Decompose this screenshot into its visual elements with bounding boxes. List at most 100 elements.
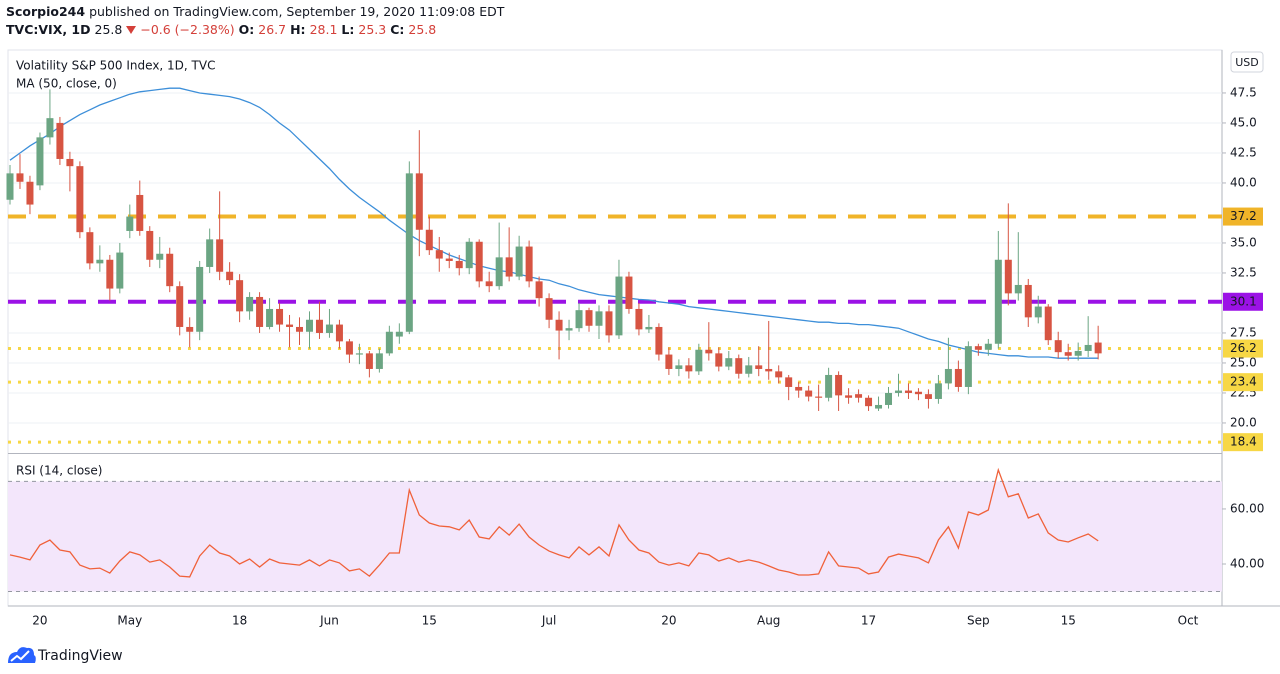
- candle-body: [735, 358, 743, 374]
- x-tick-label: Aug: [757, 614, 780, 628]
- candle-body: [126, 216, 134, 231]
- candle-body: [845, 395, 853, 398]
- candle-body: [944, 368, 952, 384]
- rsi-line: [9, 467, 1099, 578]
- y-tick-label: 27.5: [1230, 325, 1257, 339]
- x-tick-label: 15: [1061, 614, 1076, 628]
- x-tick-label: Oct: [1178, 614, 1199, 628]
- candle-body: [196, 266, 204, 332]
- candle-body: [226, 271, 234, 281]
- candle-body: [695, 349, 703, 372]
- candle-body: [375, 353, 383, 369]
- candle-body: [914, 391, 922, 395]
- candle-body: [465, 241, 473, 269]
- y-tick-label: 20.0: [1230, 415, 1257, 429]
- candle-body: [1014, 284, 1022, 294]
- candle-body: [865, 397, 873, 407]
- currency-box: [1230, 51, 1264, 73]
- candle-body: [495, 257, 503, 287]
- candle-body: [645, 326, 653, 330]
- candle-body: [1064, 352, 1072, 356]
- candle-body: [166, 253, 174, 287]
- footer-brand: TradingView: [37, 648, 123, 664]
- level-label-box: [1223, 207, 1263, 226]
- candle-body: [665, 354, 673, 369]
- candle-body: [745, 365, 753, 374]
- x-tick-label: 15: [422, 614, 437, 628]
- currency: USD: [1235, 56, 1259, 69]
- ohlc-label: L:: [341, 22, 355, 37]
- pane-title: Volatility S&P 500 Index, 1D, TVC: [16, 59, 215, 73]
- candle-body: [475, 241, 483, 282]
- publish-line: Scorpio244 published on TradingView.com,…: [6, 4, 504, 19]
- candle-body: [984, 343, 992, 350]
- level-label-box: [1223, 292, 1263, 311]
- candle-body: [6, 173, 14, 200]
- candle-body: [1034, 306, 1042, 318]
- x-tick-label: Jul: [541, 614, 556, 628]
- y-tick-label: 32.5: [1230, 265, 1257, 279]
- candle-body: [1094, 342, 1102, 354]
- candle-body: [96, 259, 104, 264]
- candle-body: [904, 390, 912, 393]
- candle-body: [355, 353, 363, 355]
- y-tick-label: 25.0: [1230, 355, 1257, 369]
- ohlc-label: O:: [238, 22, 255, 37]
- candle-body: [775, 371, 783, 378]
- candle-body: [335, 324, 343, 342]
- moving-average-line: [9, 87, 1099, 359]
- candle-body: [1084, 344, 1092, 351]
- y-tick-label: 35.0: [1230, 235, 1257, 249]
- candle-body: [26, 181, 34, 205]
- ohlc-value: 28.1: [309, 22, 338, 37]
- candle-body: [385, 331, 393, 354]
- candle-body: [974, 346, 982, 350]
- x-tick-label: 20: [32, 614, 47, 628]
- candle-body: [894, 390, 902, 393]
- candle-body: [675, 365, 683, 369]
- x-tick-label: 20: [661, 614, 676, 628]
- candle-body: [76, 166, 84, 233]
- ohlc-value: 26.7: [258, 22, 287, 37]
- candle-body: [1054, 340, 1062, 353]
- candle-body: [505, 257, 513, 277]
- candle-body: [36, 137, 44, 186]
- candle-body: [575, 310, 583, 329]
- candle-body: [286, 324, 294, 327]
- level-label: 18.4: [1230, 435, 1257, 449]
- author: Scorpio244: [6, 4, 86, 19]
- x-tick-label: 17: [861, 614, 876, 628]
- candle-body: [964, 346, 972, 387]
- candle-body: [86, 232, 94, 264]
- candle-body: [565, 328, 573, 331]
- candle-body: [515, 246, 523, 277]
- down-arrow: [126, 25, 137, 34]
- candle-body: [855, 394, 863, 398]
- candle-body: [216, 239, 224, 272]
- candle-body: [954, 368, 962, 387]
- level-label-box: [1223, 373, 1263, 392]
- pane-title: RSI (14, close): [16, 464, 102, 478]
- candle-body: [785, 377, 793, 387]
- candle-body: [805, 390, 813, 397]
- candle-body: [106, 259, 114, 289]
- y-tick-label: 42.5: [1230, 145, 1257, 159]
- candle-body: [46, 118, 54, 138]
- y-tick-label: 45.0: [1230, 115, 1257, 129]
- candle-body: [365, 353, 373, 369]
- ohlc-value: 25.8: [408, 22, 437, 37]
- candle-body: [146, 230, 154, 260]
- y-tick-label: 47.5: [1230, 85, 1257, 99]
- candle-body: [266, 308, 274, 327]
- candle-body: [296, 326, 304, 332]
- candle-body: [1044, 306, 1052, 341]
- candle-body: [815, 396, 823, 398]
- ohlc-value: 25.3: [358, 22, 387, 37]
- candle-body: [555, 319, 563, 331]
- candle-body: [435, 250, 443, 259]
- legend-label: MA (50, close, 0): [16, 77, 117, 91]
- last-price: 25.8: [94, 22, 123, 37]
- candle-body: [186, 326, 194, 332]
